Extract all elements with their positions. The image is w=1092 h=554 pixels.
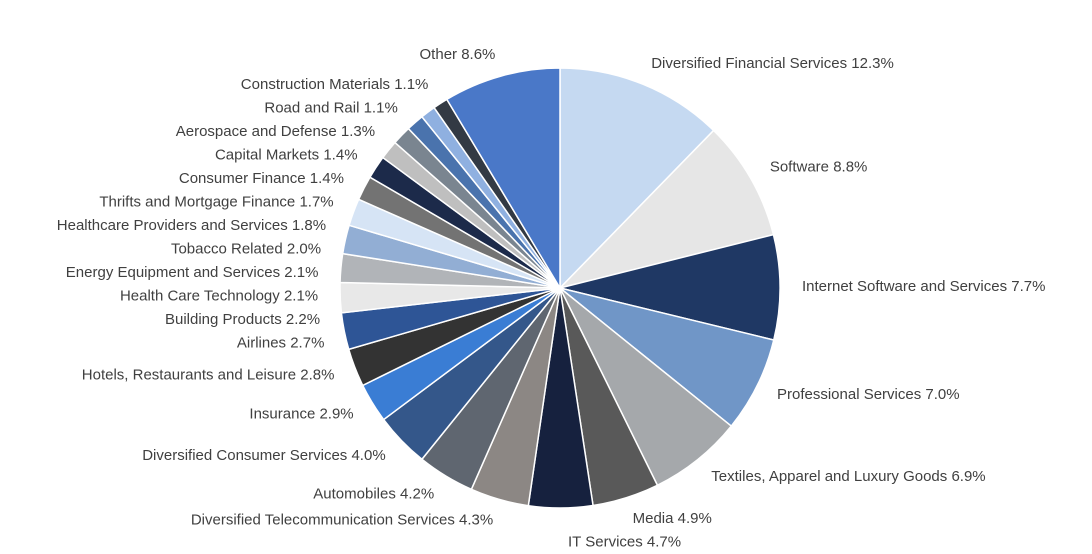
slice-label: Healthcare Providers and Services 1.8% [57,217,326,234]
slice-label-value: 1.4% [323,146,357,163]
slice-label-name: Consumer Finance [179,170,306,187]
slice-label-name: Automobiles [313,486,396,503]
slice-label: IT Services 4.7% [568,533,681,550]
slice-label-name: Other [420,46,458,63]
slice-label-value: 1.3% [341,123,375,140]
slice-label: Diversified Financial Services 12.3% [651,55,894,72]
slice-label-value: 8.8% [833,158,867,175]
slice-label-value: 2.9% [319,405,353,422]
slice-label: Diversified Consumer Services 4.0% [142,447,385,464]
slice-label-name: Media [633,510,675,527]
slice-label-value: 2.1% [284,264,318,281]
slice-label-name: Diversified Financial Services [651,55,847,72]
slice-label: Road and Rail 1.1% [264,99,397,116]
slice-label: Automobiles 4.2% [313,486,434,503]
slice-label: Diversified Telecommunication Services 4… [191,512,493,529]
slice-label-value: 12.3% [851,55,894,72]
slice-label-name: Diversified Telecommunication Services [191,512,455,529]
slice-label-value: 8.6% [461,46,495,63]
slice-label-value: 4.9% [678,510,712,527]
slice-label-value: 4.2% [400,486,434,503]
slice-label-name: Internet Software and Services [802,278,1007,295]
slice-label-value: 7.7% [1011,278,1045,295]
slice-label: Media 4.9% [633,510,712,527]
slice-label-name: Building Products [165,311,282,328]
slice-label-value: 1.4% [310,170,344,187]
slice-label-value: 6.9% [951,468,985,485]
slice-label-name: IT Services [568,533,643,550]
slice-label-name: Aerospace and Defense [176,123,337,140]
slice-label-name: Capital Markets [215,146,319,163]
slice-label-value: 1.8% [292,217,326,234]
pie-slice [445,67,561,291]
slice-label: Health Care Technology 2.1% [120,287,318,304]
slice-label-name: Tobacco Related [171,240,283,257]
pie-slice [557,129,775,290]
slice-label-name: Road and Rail [264,99,359,116]
slice-label: Consumer Finance 1.4% [179,170,344,187]
slice-label-value: 4.3% [459,512,493,529]
slice-label: Other 8.6% [420,46,496,63]
slice-label-value: 1.7% [299,193,333,210]
slice-label-value: 1.1% [364,99,398,116]
slice-label-value: 2.7% [290,334,324,351]
slice-label-name: Health Care Technology [120,287,280,304]
slice-label-value: 2.2% [286,311,320,328]
pie-slice [559,233,781,341]
slice-label-name: Thrifts and Mortgage Finance [99,193,295,210]
slice-label: Hotels, Restaurants and Leisure 2.8% [82,367,335,384]
slice-label: Airlines 2.7% [237,334,325,351]
slice-label: Building Products 2.2% [165,311,320,328]
slice-label-value: 4.0% [351,447,385,464]
slice-label-name: Insurance [249,405,315,422]
slice-label: Thrifts and Mortgage Finance 1.7% [99,193,333,210]
slice-label: Insurance 2.9% [249,405,353,422]
slice-label-name: Software [770,158,829,175]
pie-slice [559,67,715,290]
slice-label-value: 2.0% [287,240,321,257]
slice-label-value: 4.7% [647,533,681,550]
slice-label-value: 7.0% [925,386,959,403]
slice-label: Professional Services 7.0% [777,386,960,403]
slice-label-name: Hotels, Restaurants and Leisure [82,367,296,384]
slice-label-name: Construction Materials [241,76,390,93]
slice-label-value: 2.1% [284,287,318,304]
slice-label-name: Airlines [237,334,286,351]
slice-label: Aerospace and Defense 1.3% [176,123,375,140]
slice-label-name: Diversified Consumer Services [142,447,347,464]
slice-label-name: Healthcare Providers and Services [57,217,288,234]
slice-label: Internet Software and Services 7.7% [802,278,1045,295]
slice-label-name: Professional Services [777,386,921,403]
slice-label: Tobacco Related 2.0% [171,240,321,257]
slice-label-name: Energy Equipment and Services [66,264,280,281]
slice-label: Energy Equipment and Services 2.1% [66,264,319,281]
slice-label-value: 2.8% [300,367,334,384]
slice-label: Construction Materials 1.1% [241,76,429,93]
slice-label-value: 1.1% [394,76,428,93]
slice-label-name: Textiles, Apparel and Luxury Goods [711,468,947,485]
slice-label: Software 8.8% [770,158,868,175]
slice-label: Capital Markets 1.4% [215,146,358,163]
slice-label: Textiles, Apparel and Luxury Goods 6.9% [711,468,985,485]
